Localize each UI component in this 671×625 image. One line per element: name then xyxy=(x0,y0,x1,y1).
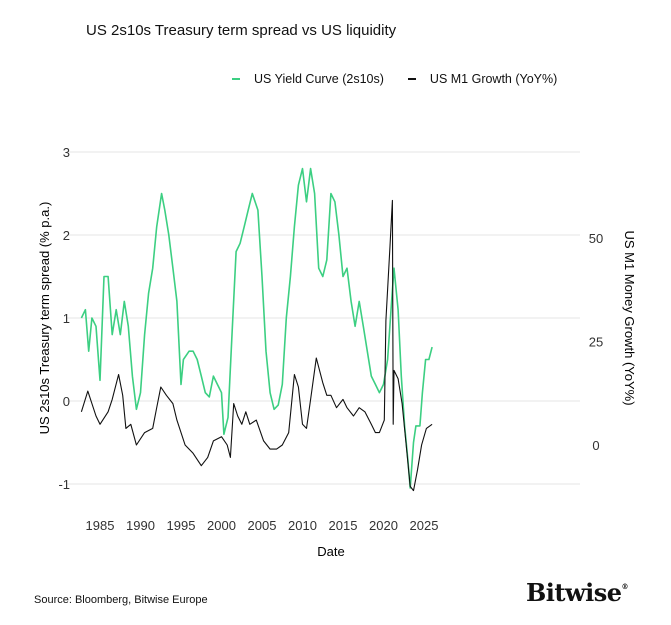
legend-swatch-black xyxy=(407,78,416,80)
x-tick-label: 2005 xyxy=(248,518,277,533)
x-tick-label: 2025 xyxy=(410,518,439,533)
y-left-tick-label: 3 xyxy=(63,145,70,160)
legend-swatch-green xyxy=(232,78,240,80)
y-left-tick-label: 1 xyxy=(63,311,70,326)
y-axis-left-label: US 2s10s Treasury term spread (% p.a.) xyxy=(37,202,52,435)
x-tick-label: 2010 xyxy=(288,518,317,533)
y-left-tick-label: -1 xyxy=(58,477,70,492)
series-line-yield-curve xyxy=(80,167,433,489)
x-tick-label: 1995 xyxy=(167,518,196,533)
x-tick-label: 2015 xyxy=(329,518,358,533)
x-tick-label: 1985 xyxy=(86,518,115,533)
legend-label: US M1 Growth (YoY%) xyxy=(429,72,558,86)
x-tick-label: 2020 xyxy=(369,518,398,533)
x-tick-label: 2000 xyxy=(207,518,236,533)
legend-label: US Yield Curve (2s10s) xyxy=(254,72,384,86)
series-line-m1-growth xyxy=(80,199,433,492)
bitwise-logo: Bitwise® xyxy=(526,578,629,607)
x-tick-label: 1990 xyxy=(126,518,155,533)
y-left-tick-label: 2 xyxy=(63,228,70,243)
y-right-tick-label: 50 xyxy=(589,231,603,246)
logo-text: Bitwise xyxy=(526,578,622,607)
y-right-tick-label: 25 xyxy=(589,334,603,349)
legend-item-yield-curve: US Yield Curve (2s10s) xyxy=(232,72,384,86)
y-axis-right-label: US M1 Money Growth (YoY%) xyxy=(622,230,637,405)
legend: US Yield Curve (2s10s) US M1 Growth (YoY… xyxy=(232,72,573,86)
chart-title: US 2s10s Treasury term spread vs US liqu… xyxy=(86,22,397,39)
y-left-tick-label: 0 xyxy=(63,394,70,409)
y-right-tick-label: 0 xyxy=(592,438,599,453)
x-axis-label: Date xyxy=(317,544,344,559)
legend-item-m1: US M1 Growth (YoY%) xyxy=(407,72,558,86)
source-note: Source: Bloomberg, Bitwise Europe xyxy=(34,594,208,606)
